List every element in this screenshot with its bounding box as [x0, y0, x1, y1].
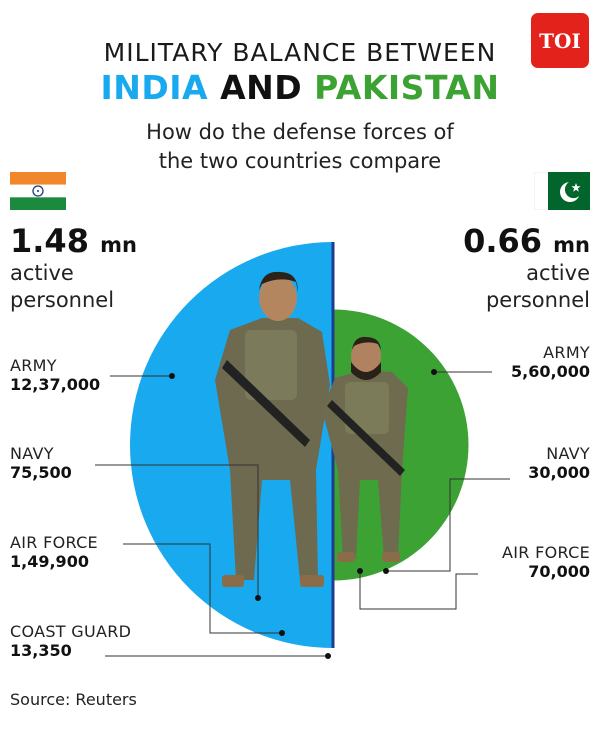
title-line-2: INDIA AND PAKISTAN [0, 68, 600, 107]
pakistan-total-label-line-1: active [526, 261, 590, 285]
pakistan-total: 0.66 mn [463, 222, 590, 260]
india-army-name: ARMY [10, 356, 57, 375]
pakistan-navy-name: NAVY [546, 444, 590, 463]
india-army-value: 12,37,000 [10, 375, 101, 394]
title-pakistan: PAKISTAN [314, 68, 500, 107]
india-air-force-leader-dot [279, 630, 285, 636]
leader-lines [95, 369, 510, 659]
pakistan-air-force-leader-dot [357, 568, 363, 574]
india-coast-guard-value: 13,350 [10, 641, 72, 660]
subtitle: How do the defense forces of the two cou… [0, 118, 600, 176]
pakistan-army-label: ARMY 5,60,000 [511, 343, 590, 381]
pakistan-navy-label: NAVY 30,000 [528, 444, 590, 482]
india-total-value: 1.48 [10, 222, 89, 260]
india-total: 1.48 mn [10, 222, 137, 260]
india-air-force-leader [123, 543, 282, 634]
india-total-label: active personnel [10, 260, 114, 314]
subtitle-line-1: How do the defense forces of [146, 120, 454, 144]
pakistan-total-value: 0.66 [463, 222, 543, 260]
india-navy-leader-dot [255, 595, 261, 601]
india-air-force-value: 1,49,900 [10, 552, 89, 571]
india-air-force-name: AIR FORCE [10, 533, 98, 552]
subtitle-line-2: the two countries compare [158, 149, 442, 173]
india-total-unit: mn [100, 233, 137, 257]
india-army-label: ARMY 12,37,000 [10, 356, 100, 394]
india-navy-leader [95, 464, 259, 598]
india-army-leader-dot [169, 373, 175, 379]
pakistan-air-force-name: AIR FORCE [502, 543, 590, 562]
title-india: INDIA [100, 68, 209, 107]
india-navy-label: NAVY 75,500 [10, 444, 72, 482]
pakistan-air-force-label: AIR FORCE 70,000 [502, 543, 590, 581]
pakistan-navy-value: 30,000 [528, 463, 590, 482]
india-coast-guard-leader-dot [325, 653, 331, 659]
india-navy-name: NAVY [10, 444, 54, 463]
pakistan-army-leader-dot [431, 369, 437, 375]
india-coast-guard-name: COAST GUARD [10, 622, 132, 641]
pakistan-navy-leader-dot [383, 568, 389, 574]
pakistan-air-force-value: 70,000 [528, 562, 590, 581]
india-total-label-line-1: active [10, 261, 74, 285]
pakistan-total-label: active personnel [486, 260, 590, 314]
pakistan-navy-leader [386, 478, 510, 572]
pakistan-army-name: ARMY [543, 343, 590, 362]
pakistan-army-value: 5,60,000 [511, 362, 590, 381]
india-total-label-line-2: personnel [10, 288, 115, 312]
title-and: AND [220, 68, 303, 107]
india-air-force-label: AIR FORCE 1,49,900 [10, 533, 98, 571]
title-line-1: MILITARY BALANCE BETWEEN [103, 38, 497, 67]
india-flag-icon [10, 172, 66, 210]
pakistan-total-label-line-2: personnel [485, 288, 590, 312]
pakistan-soldier-illustration [322, 336, 408, 562]
source-note: Source: Reuters [10, 690, 137, 709]
pakistan-total-unit: mn [553, 233, 590, 257]
toi-logo: TOI [531, 13, 589, 68]
pakistan-flag-icon [534, 172, 590, 210]
india-coast-guard-label: COAST GUARD 13,350 [10, 622, 131, 660]
india-navy-value: 75,500 [10, 463, 72, 482]
pakistan-air-force-leader [359, 571, 478, 610]
india-soldier-illustration [215, 271, 330, 587]
